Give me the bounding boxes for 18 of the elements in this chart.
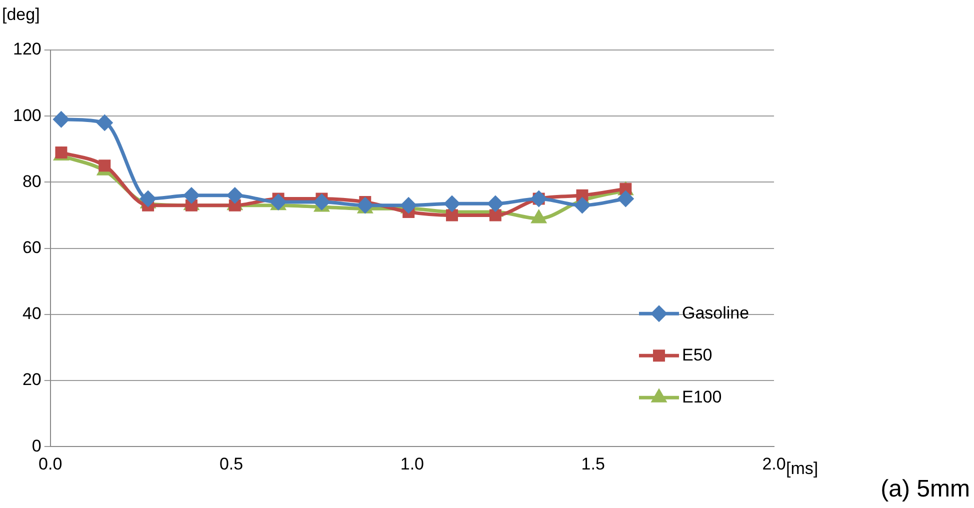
x-tick-label: 0.0 [38,454,62,474]
y-axis-title: [deg] [2,5,40,24]
y-tick-label: 120 [12,40,42,59]
y-tick-label: 40 [22,304,42,324]
legend-label: E50 [682,345,712,364]
legend-label: Gasoline [682,303,750,322]
x-tick-label: 2.0 [762,454,786,474]
y-tick-label: 20 [22,370,42,390]
y-tick-label: 100 [12,106,42,125]
y-tick-label: 0 [32,436,42,456]
x-tick-label: 1.5 [581,454,605,474]
x-axis-title: [ms] [786,458,818,478]
y-tick-label: 80 [22,172,42,191]
legend-label: E100 [682,387,722,406]
x-tick-label: 0.5 [219,454,244,474]
text: (a) 5mm [880,476,970,503]
x-tick-label: 1.0 [400,454,424,474]
y-tick-label: 60 [22,238,42,257]
